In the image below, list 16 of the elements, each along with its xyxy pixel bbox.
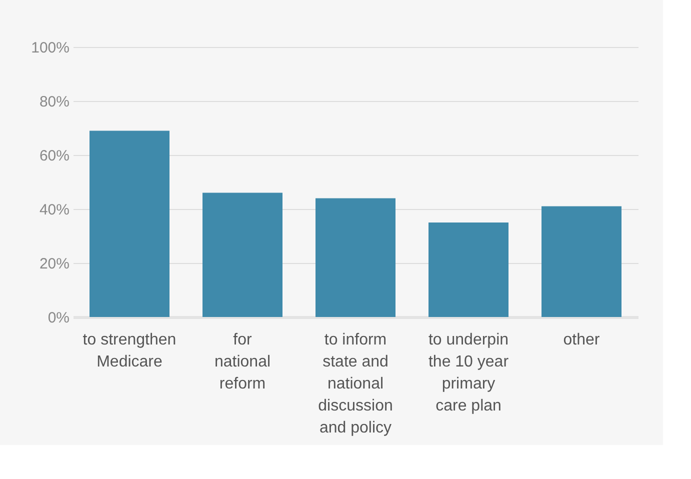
bar [202,192,282,317]
y-tick-label: 60% [39,148,70,164]
bar [542,206,622,317]
x-tick-label: to underpin the 10 year primary care plan [428,332,510,414]
y-tick-label: 80% [39,94,70,110]
bar [316,198,396,317]
x-tick-label: to inform state and national discussion and policy [318,332,393,436]
bar [90,130,170,317]
x-tick-label: other [563,332,600,348]
x-tick-label: to strengthen Medicare [82,332,176,370]
x-tick-label: for national reform [214,332,271,392]
bar [428,222,508,317]
y-tick-label: 40% [39,202,70,218]
y-tick-label: 0% [48,310,70,326]
y-tick-label: 100% [31,40,70,56]
y-tick-label: 20% [39,256,70,272]
